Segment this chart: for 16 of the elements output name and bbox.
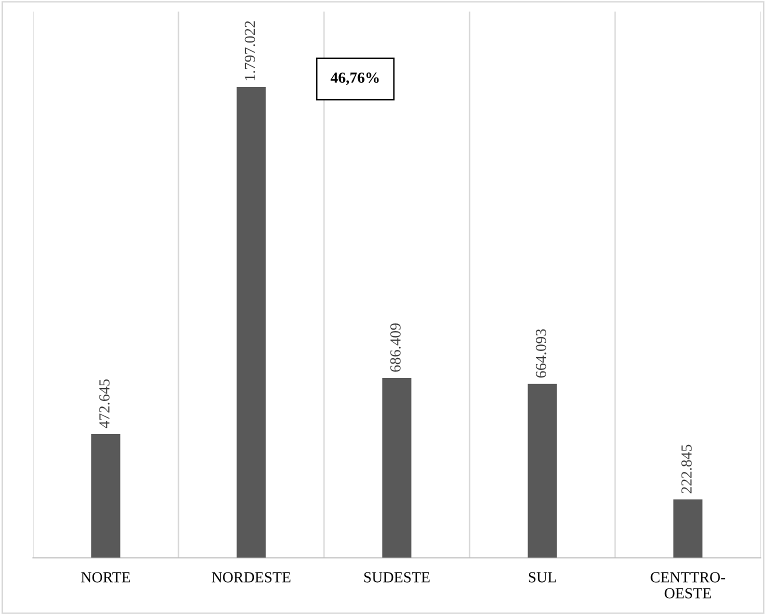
data-label: 686.409 [390, 323, 401, 372]
bar [91, 434, 120, 558]
x-tick-label: SUL [528, 572, 556, 582]
x-tick-label: NORDESTE [212, 572, 290, 582]
x-tick-label: CENTTRO- OESTE [650, 572, 726, 598]
data-label: 664.093 [536, 329, 546, 378]
bar [673, 499, 702, 558]
x-tick-label: NORTE [81, 572, 130, 582]
data-label: 472.645 [99, 379, 110, 428]
data-label: 222.845 [681, 444, 692, 494]
data-label: 1.797.022 [244, 21, 256, 80]
x-tick-label: SUDESTE [364, 572, 430, 582]
text: 46,76% [330, 72, 379, 86]
bar [528, 384, 557, 558]
bar [382, 378, 412, 558]
bar [236, 87, 266, 558]
